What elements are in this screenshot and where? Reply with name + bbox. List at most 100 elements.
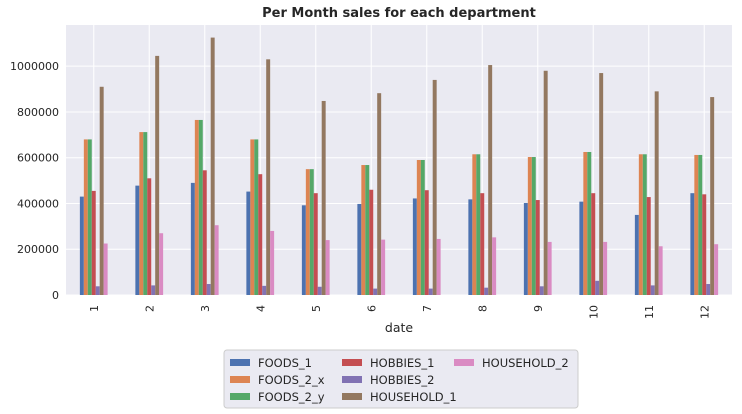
bar-household_2-5 — [325, 240, 330, 295]
bar-foods_1-5 — [301, 205, 306, 295]
bar-foods_1-2 — [135, 185, 140, 295]
bar-household_2-11 — [658, 246, 663, 295]
bar-household_2-2 — [159, 233, 164, 295]
bar-household_1-3 — [210, 37, 215, 295]
bar-household_2-1 — [103, 243, 108, 295]
bar-foods_2_x-2 — [139, 132, 144, 295]
x-tick-labels: 1 2 3 4 5 6 7 8 9 10 11 12 — [88, 305, 712, 319]
legend-label-household_2: HOUSEHOLD_2 — [482, 356, 569, 370]
bar-household_2-3 — [214, 225, 219, 295]
bar-household_2-6 — [381, 239, 386, 295]
bar-hobbies_1-12 — [702, 194, 707, 295]
chart-title: Per Month sales for each department — [262, 6, 536, 21]
bar-household_2-7 — [436, 238, 441, 295]
bar-household_1-9 — [543, 70, 548, 295]
bar-foods_2_y-9 — [531, 157, 536, 295]
bar-foods_1-10 — [579, 201, 584, 295]
bar-hobbies_1-1 — [91, 190, 96, 295]
y-tick-label: 0 — [52, 289, 59, 302]
y-tick-label: 800000 — [17, 106, 59, 119]
legend-swatch-foods_2_x — [230, 376, 250, 383]
bar-household_1-5 — [321, 100, 326, 296]
legend-label-foods_1: FOODS_1 — [258, 356, 312, 370]
bar-hobbies_1-5 — [313, 193, 318, 295]
bar-hobbies_2-4 — [262, 285, 267, 295]
bar-hobbies_2-7 — [428, 288, 433, 295]
bar-foods_2_x-3 — [194, 119, 199, 295]
legend-swatch-household_2 — [454, 359, 474, 366]
y-tick-label: 600000 — [17, 152, 59, 165]
legend-swatch-hobbies_1 — [342, 359, 362, 366]
bar-foods_2_x-4 — [250, 139, 255, 295]
bar-household_2-12 — [714, 244, 719, 295]
x-tick-label: 6 — [365, 305, 378, 312]
bar-household_1-7 — [432, 79, 437, 295]
bar-foods_1-3 — [190, 182, 195, 295]
bar-foods_2_x-11 — [638, 154, 643, 295]
bar-foods_2_y-12 — [698, 154, 703, 295]
y-tick-label: 400000 — [17, 197, 59, 210]
bar-hobbies_2-10 — [595, 280, 600, 295]
x-tick-label: 5 — [310, 305, 323, 312]
bar-foods_2_y-10 — [587, 151, 592, 295]
legend-box — [223, 349, 579, 409]
x-tick-label: 9 — [532, 305, 545, 312]
bar-hobbies_2-5 — [317, 286, 322, 295]
bar-foods_2_y-6 — [365, 165, 370, 295]
bar-hobbies_1-3 — [202, 170, 207, 295]
bar-foods_2_y-7 — [420, 160, 425, 295]
x-tick-label: 12 — [698, 305, 711, 319]
bar-foods_2_y-5 — [309, 169, 314, 295]
bar-hobbies_1-2 — [147, 178, 152, 295]
legend-swatch-foods_2_y — [230, 393, 250, 400]
bar-household_1-2 — [155, 55, 160, 295]
bar-hobbies_2-12 — [706, 284, 711, 295]
bar-household_2-9 — [547, 241, 552, 295]
x-tick-label: 7 — [421, 305, 434, 312]
y-tick-label: 1000000 — [10, 60, 59, 73]
legend-label-hobbies_1: HOBBIES_1 — [370, 356, 435, 370]
bar-hobbies_1-10 — [591, 193, 596, 295]
bar-hobbies_2-11 — [650, 285, 655, 295]
x-tick-label: 4 — [254, 305, 267, 312]
bar-foods_2_x-10 — [583, 151, 588, 295]
y-tick-labels: 0 200000 400000 600000 800000 1000000 — [10, 60, 59, 302]
bar-hobbies_2-3 — [206, 284, 211, 295]
bar-hobbies_1-7 — [424, 190, 429, 295]
x-axis-label: date — [385, 320, 413, 335]
bar-foods_2_x-12 — [694, 154, 699, 295]
bar-foods_2_y-3 — [198, 119, 203, 295]
x-tick-label: 2 — [143, 305, 156, 312]
bar-hobbies_2-1 — [95, 286, 100, 295]
bar-foods_1-6 — [357, 203, 362, 295]
bar-foods_2_y-8 — [476, 154, 481, 295]
bar-foods_1-12 — [690, 193, 695, 295]
bar-foods_2_x-7 — [416, 160, 421, 295]
bar-foods_2_x-5 — [305, 169, 310, 295]
bar-hobbies_1-11 — [646, 197, 651, 295]
bar-foods_2_y-4 — [254, 139, 259, 295]
bar-hobbies_2-6 — [373, 288, 378, 295]
x-tick-label: 10 — [587, 305, 600, 319]
bar-foods_2_y-1 — [87, 139, 92, 295]
bar-household_1-8 — [488, 65, 493, 295]
bar-household_1-10 — [599, 73, 604, 296]
bar-foods_1-7 — [412, 198, 417, 295]
legend-swatch-hobbies_2 — [342, 376, 362, 383]
legend-label-hobbies_2: HOBBIES_2 — [370, 373, 435, 387]
bar-hobbies_2-8 — [484, 287, 489, 295]
bar-hobbies_2-9 — [539, 286, 544, 295]
y-tick-label: 200000 — [17, 243, 59, 256]
x-tick-label: 3 — [199, 305, 212, 312]
plot-area — [66, 25, 732, 295]
bar-hobbies_1-8 — [480, 193, 485, 295]
bars-group — [79, 37, 719, 296]
legend-label-foods_2_x: FOODS_2_x — [258, 373, 325, 387]
bar-household_1-11 — [654, 91, 659, 296]
bar-foods_1-11 — [634, 214, 639, 295]
bar-household_2-8 — [492, 237, 497, 295]
bar-hobbies_1-6 — [369, 189, 374, 295]
legend-swatch-household_1 — [342, 393, 362, 400]
bar-foods_2_x-8 — [472, 154, 477, 295]
